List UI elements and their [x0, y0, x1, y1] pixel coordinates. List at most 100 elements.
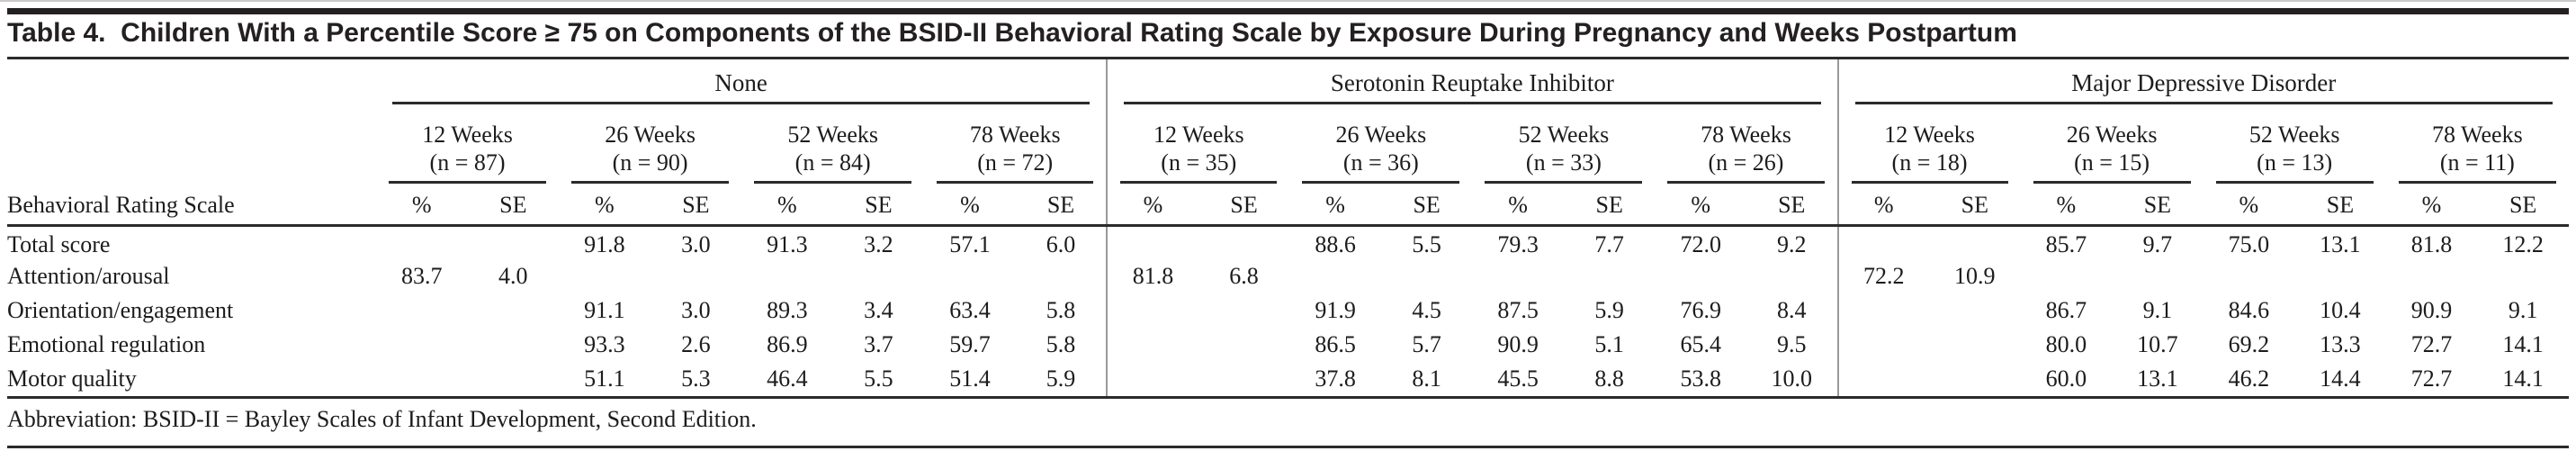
data-cell — [1016, 259, 1108, 293]
week-header: 78 Weeks (n = 72) — [924, 104, 1107, 184]
data-cell: 91.8 — [584, 231, 625, 258]
data-cell: 53.8 — [1680, 365, 1721, 392]
data-cell — [468, 328, 560, 362]
week-n-count: (n = 87) — [429, 149, 506, 176]
data-cell: 5.9 — [1594, 297, 1624, 323]
week-header-text: 52 Weeks (n = 33) — [1485, 121, 1643, 184]
data-cell — [2021, 259, 2113, 293]
data-cell: 91.3 — [767, 231, 808, 258]
bsid-table: None Serotonin Reuptake Inhibitor Major De… — [7, 59, 2569, 396]
data-cell — [2112, 259, 2204, 293]
data-cell — [2386, 259, 2478, 293]
column-header-percent: % — [924, 184, 1016, 227]
data-cell — [1106, 225, 1198, 259]
data-cell: 5.9 — [1046, 365, 1076, 392]
table-title: Table 4. Children With a Percentile Scor… — [7, 14, 2569, 59]
data-cell — [468, 225, 560, 259]
week-header-text: 52 Weeks (n = 13) — [2215, 121, 2374, 184]
week-header: 78 Weeks (n = 11) — [2386, 104, 2569, 184]
data-cell — [1564, 259, 1656, 293]
column-header-percent: % — [1836, 184, 1930, 227]
column-header-se: SE — [1929, 184, 2021, 227]
week-label: 12 Weeks — [1884, 122, 1975, 148]
row-header-label: Behavioral Rating Scale — [7, 184, 376, 227]
data-cell: 45.5 — [1497, 365, 1539, 392]
data-cell: 37.8 — [1315, 365, 1356, 392]
data-cell: 46.2 — [2228, 365, 2270, 392]
data-cell — [1836, 362, 1930, 396]
table-row: Motor quality 51.1 5.3 46.4 5.5 51.4 5.9 37.8 8.… — [7, 362, 2569, 396]
data-cell — [376, 328, 468, 362]
column-header-percent: % — [2385, 184, 2478, 227]
data-cell: 5.5 — [864, 365, 893, 392]
week-n-count: (n = 13) — [2257, 149, 2333, 176]
week-header-row: 12 Weeks (n = 87) 26 Weeks (n = 90) 52 Weeks… — [7, 104, 2569, 184]
data-cell — [924, 259, 1016, 293]
data-cell — [1836, 328, 1930, 362]
week-header-text: 78 Weeks (n = 11) — [2398, 121, 2556, 184]
data-cell — [1106, 362, 1198, 396]
data-cell: 69.2 — [2228, 331, 2270, 357]
data-cell — [1472, 259, 1564, 293]
week-label: 26 Weeks — [2066, 122, 2158, 148]
data-cell: 63.4 — [949, 297, 991, 323]
data-cell: 10.4 — [2320, 297, 2361, 323]
data-cell: 90.9 — [1497, 331, 1539, 357]
column-header-se: SE — [650, 184, 742, 227]
table-content: None Serotonin Reuptake Inhibitor Major De… — [7, 59, 2569, 448]
week-label: 78 Weeks — [1701, 122, 1791, 148]
data-cell — [376, 362, 468, 396]
data-cell: 5.8 — [1046, 297, 1076, 323]
data-cell: 65.4 — [1680, 331, 1721, 357]
column-header-se: SE — [2294, 184, 2386, 227]
data-cell — [559, 259, 651, 293]
data-cell: 6.0 — [1046, 231, 1076, 258]
data-cell: 86.9 — [767, 331, 808, 357]
page: Table 4. Children With a Percentile Scor… — [0, 0, 2576, 448]
column-header-se: SE — [1563, 184, 1656, 227]
data-cell: 8.8 — [1594, 365, 1624, 392]
data-cell — [2204, 259, 2295, 293]
week-header: 52 Weeks (n = 84) — [741, 104, 924, 184]
week-header-text: 26 Weeks (n = 90) — [571, 121, 730, 184]
data-cell: 81.8 — [2410, 231, 2453, 258]
data-cell: 13.1 — [2137, 365, 2178, 392]
week-header: 26 Weeks (n = 36) — [1289, 104, 1472, 184]
week-header: 12 Weeks (n = 35) — [1106, 104, 1290, 184]
week-header: 52 Weeks (n = 33) — [1472, 104, 1655, 184]
data-cell — [2294, 259, 2386, 293]
table-row: Orientation/engagement 91.1 3.0 89.3 3.4 63.4… — [7, 293, 2569, 328]
column-header-percent: % — [1655, 184, 1746, 227]
week-label: 12 Weeks — [1153, 122, 1244, 148]
data-cell — [468, 362, 560, 396]
data-cell: 91.1 — [584, 297, 625, 323]
week-n-count: (n = 72) — [977, 149, 1054, 176]
group-header-row: None Serotonin Reuptake Inhibitor Major De… — [7, 59, 2569, 104]
week-header: 26 Weeks (n = 90) — [559, 104, 741, 184]
table-row: Emotional regulation 93.3 2.6 86.9 3.7 59.7 5.… — [7, 328, 2569, 362]
week-header-text: 26 Weeks (n = 15) — [2033, 121, 2191, 184]
data-cell — [1929, 225, 2021, 259]
week-header-text: 52 Weeks (n = 84) — [754, 121, 912, 184]
data-cell: 12.2 — [2502, 231, 2544, 258]
data-cell — [741, 259, 833, 293]
data-cell: 9.2 — [1776, 231, 1807, 258]
column-header-se: SE — [467, 184, 560, 227]
data-cell: 89.3 — [767, 297, 808, 323]
data-cell: 75.0 — [2228, 231, 2270, 258]
column-header-se: SE — [2112, 184, 2204, 227]
data-cell: 93.3 — [584, 331, 625, 357]
table-row: Attention/arousal 83.7 4.0 81.8 6.8 72.2 10.9 — [7, 259, 2569, 293]
data-cell: 72.2 — [1836, 259, 1930, 293]
data-cell: 3.7 — [864, 331, 893, 357]
data-cell: 81.8 — [1106, 259, 1198, 293]
data-cell: 3.0 — [681, 297, 711, 323]
week-header: 78 Weeks (n = 26) — [1655, 104, 1837, 184]
row-label: Emotional regulation — [7, 331, 206, 357]
data-cell: 10.9 — [1954, 263, 1996, 289]
group-header: Major Depressive Disorder — [1836, 59, 2569, 104]
column-header-percent: % — [376, 184, 468, 227]
data-cell: 14.1 — [2502, 331, 2544, 357]
data-cell: 14.4 — [2320, 365, 2361, 392]
group-name: Serotonin Reuptake Inhibitor — [1124, 69, 1821, 104]
